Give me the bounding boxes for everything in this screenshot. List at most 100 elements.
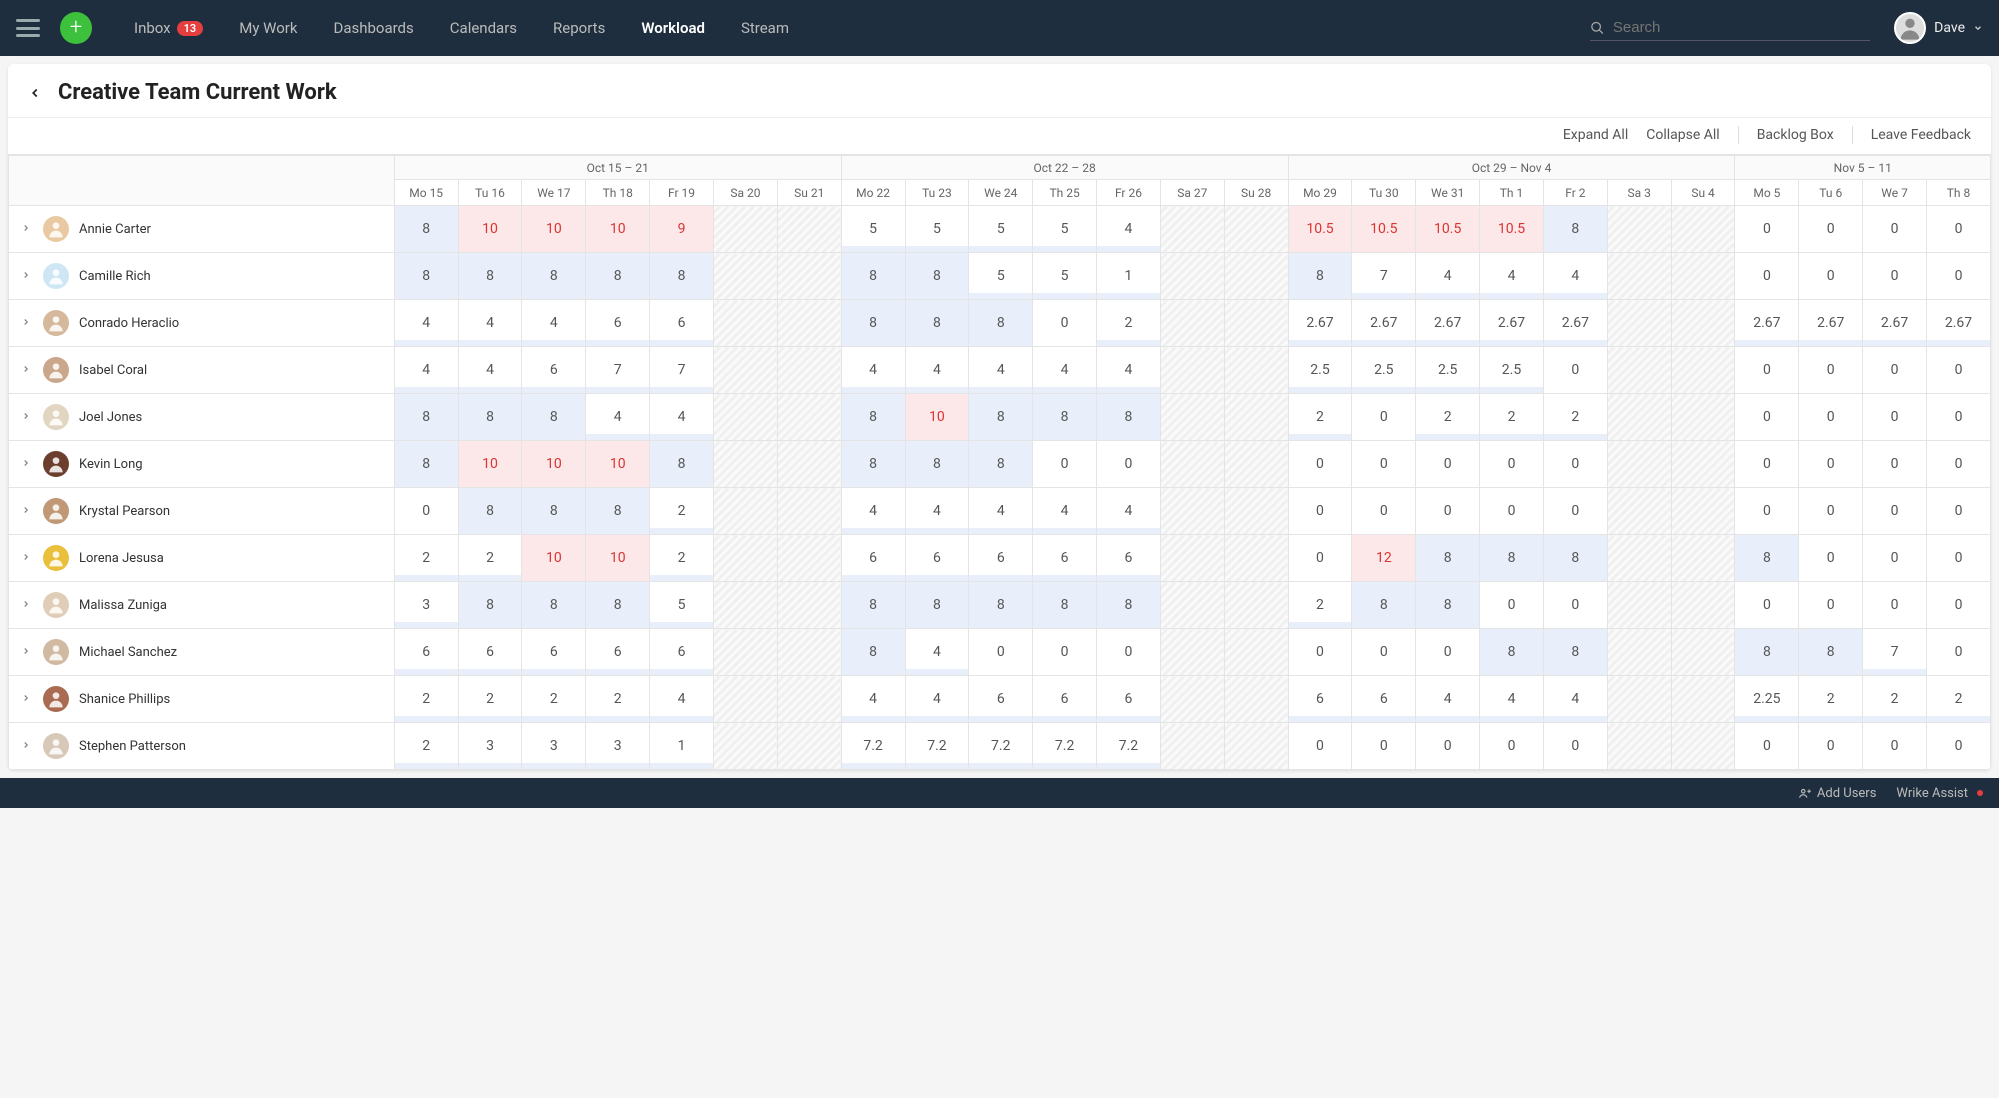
workload-cell[interactable]: 4 [1543, 676, 1607, 723]
workload-cell[interactable]: 0 [1735, 206, 1799, 253]
workload-cell[interactable] [777, 300, 841, 347]
expand-chevron-icon[interactable] [21, 457, 33, 471]
workload-cell[interactable] [713, 535, 777, 582]
workload-cell[interactable]: 0 [1927, 394, 1991, 441]
workload-cell[interactable]: 0 [1799, 347, 1863, 394]
workload-cell[interactable]: 6 [650, 629, 714, 676]
workload-cell[interactable]: 8 [522, 394, 586, 441]
workload-cell[interactable] [777, 723, 841, 770]
search-input[interactable] [1613, 19, 1870, 36]
workload-cell[interactable] [1160, 206, 1224, 253]
workload-cell[interactable]: 6 [969, 676, 1033, 723]
workload-cell[interactable]: 10 [586, 441, 650, 488]
workload-cell[interactable] [777, 582, 841, 629]
workload-cell[interactable]: 0 [1799, 253, 1863, 300]
workload-cell[interactable]: 10 [586, 535, 650, 582]
nav-item-inbox[interactable]: Inbox13 [116, 0, 221, 56]
workload-cell[interactable]: 8 [650, 253, 714, 300]
workload-cell[interactable]: 0 [1480, 582, 1544, 629]
workload-cell[interactable]: 8 [905, 582, 969, 629]
workload-cell[interactable] [1671, 582, 1735, 629]
workload-cell[interactable]: 5 [841, 206, 905, 253]
workload-cell[interactable]: 8 [394, 394, 458, 441]
workload-cell[interactable]: 10 [586, 206, 650, 253]
workload-cell[interactable]: 0 [969, 629, 1033, 676]
workload-cell[interactable]: 6 [586, 629, 650, 676]
workload-cell[interactable]: 2 [1863, 676, 1927, 723]
workload-cell[interactable]: 7.2 [969, 723, 1033, 770]
workload-cell[interactable]: 7 [1863, 629, 1927, 676]
workload-cell[interactable]: 8 [1543, 206, 1607, 253]
workload-cell[interactable]: 9 [650, 206, 714, 253]
workload-cell[interactable]: 0 [1480, 488, 1544, 535]
workload-cell[interactable]: 4 [458, 347, 522, 394]
workload-cell[interactable] [1607, 488, 1671, 535]
workload-cell[interactable] [713, 347, 777, 394]
workload-cell[interactable]: 0 [1735, 488, 1799, 535]
workload-cell[interactable]: 5 [905, 206, 969, 253]
workload-cell[interactable]: 6 [1352, 676, 1416, 723]
workload-cell[interactable]: 2 [650, 535, 714, 582]
workload-cell[interactable] [1160, 394, 1224, 441]
workload-cell[interactable]: 2.67 [1480, 300, 1544, 347]
workload-cell[interactable]: 7.2 [1033, 723, 1097, 770]
workload-cell[interactable]: 0 [1735, 253, 1799, 300]
workload-cell[interactable] [1607, 206, 1671, 253]
workload-cell[interactable]: 0 [1799, 206, 1863, 253]
wrike-assist-button[interactable]: Wrike Assist [1896, 786, 1983, 801]
workload-cell[interactable]: 6 [969, 535, 1033, 582]
workload-cell[interactable]: 4 [905, 676, 969, 723]
add-users-button[interactable]: Add Users [1798, 786, 1877, 801]
workload-cell[interactable]: 6 [1097, 676, 1161, 723]
workload-cell[interactable]: 0 [1352, 488, 1416, 535]
workload-cell[interactable]: 4 [394, 300, 458, 347]
workload-cell[interactable]: 4 [522, 300, 586, 347]
workload-cell[interactable] [1160, 300, 1224, 347]
expand-all-button[interactable]: Expand All [1563, 127, 1628, 143]
workload-cell[interactable]: 8 [586, 582, 650, 629]
workload-cell[interactable] [1607, 253, 1671, 300]
workload-cell[interactable]: 6 [1033, 676, 1097, 723]
workload-cell[interactable] [1671, 629, 1735, 676]
workload-cell[interactable]: 2.67 [1799, 300, 1863, 347]
workload-cell[interactable] [1607, 535, 1671, 582]
workload-cell[interactable]: 2.67 [1543, 300, 1607, 347]
workload-cell[interactable]: 0 [1352, 394, 1416, 441]
workload-cell[interactable]: 0 [1288, 488, 1352, 535]
workload-cell[interactable] [713, 300, 777, 347]
workload-cell[interactable]: 4 [586, 394, 650, 441]
workload-cell[interactable]: 7 [650, 347, 714, 394]
workload-cell[interactable]: 10 [522, 441, 586, 488]
add-button[interactable]: + [60, 12, 92, 44]
workload-cell[interactable] [1224, 300, 1288, 347]
workload-cell[interactable]: 8 [1480, 535, 1544, 582]
workload-cell[interactable]: 10.5 [1416, 206, 1480, 253]
workload-cell[interactable]: 2 [1288, 582, 1352, 629]
workload-cell[interactable]: 6 [1097, 535, 1161, 582]
workload-cell[interactable]: 0 [1033, 300, 1097, 347]
workload-cell[interactable]: 8 [394, 253, 458, 300]
workload-cell[interactable]: 8 [394, 441, 458, 488]
workload-cell[interactable]: 2 [1543, 394, 1607, 441]
workload-cell[interactable]: 0 [1097, 441, 1161, 488]
workload-cell[interactable]: 0 [1416, 441, 1480, 488]
workload-cell[interactable] [713, 488, 777, 535]
workload-cell[interactable]: 4 [1480, 676, 1544, 723]
nav-item-stream[interactable]: Stream [723, 0, 807, 56]
workload-cell[interactable]: 8 [458, 488, 522, 535]
workload-cell[interactable]: 0 [1863, 347, 1927, 394]
workload-cell[interactable] [1671, 676, 1735, 723]
workload-cell[interactable]: 2.67 [1863, 300, 1927, 347]
workload-cell[interactable]: 0 [1927, 206, 1991, 253]
workload-cell[interactable] [1224, 535, 1288, 582]
workload-cell[interactable]: 8 [905, 253, 969, 300]
workload-cell[interactable]: 4 [1416, 253, 1480, 300]
workload-cell[interactable]: 0 [1927, 535, 1991, 582]
workload-cell[interactable]: 8 [458, 582, 522, 629]
workload-cell[interactable]: 0 [394, 488, 458, 535]
workload-cell[interactable]: 4 [969, 347, 1033, 394]
workload-cell[interactable] [1671, 535, 1735, 582]
workload-cell[interactable]: 1 [650, 723, 714, 770]
workload-cell[interactable]: 2.67 [1416, 300, 1480, 347]
workload-cell[interactable] [1671, 488, 1735, 535]
